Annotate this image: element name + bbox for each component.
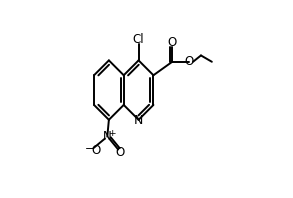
- Text: O: O: [115, 146, 125, 159]
- Text: +: +: [108, 129, 115, 138]
- Text: O: O: [91, 144, 100, 157]
- Text: −: −: [85, 144, 95, 154]
- Text: O: O: [185, 55, 194, 68]
- Text: N: N: [134, 114, 143, 127]
- Text: O: O: [168, 36, 177, 49]
- Text: N: N: [103, 130, 112, 143]
- Text: Cl: Cl: [133, 33, 144, 46]
